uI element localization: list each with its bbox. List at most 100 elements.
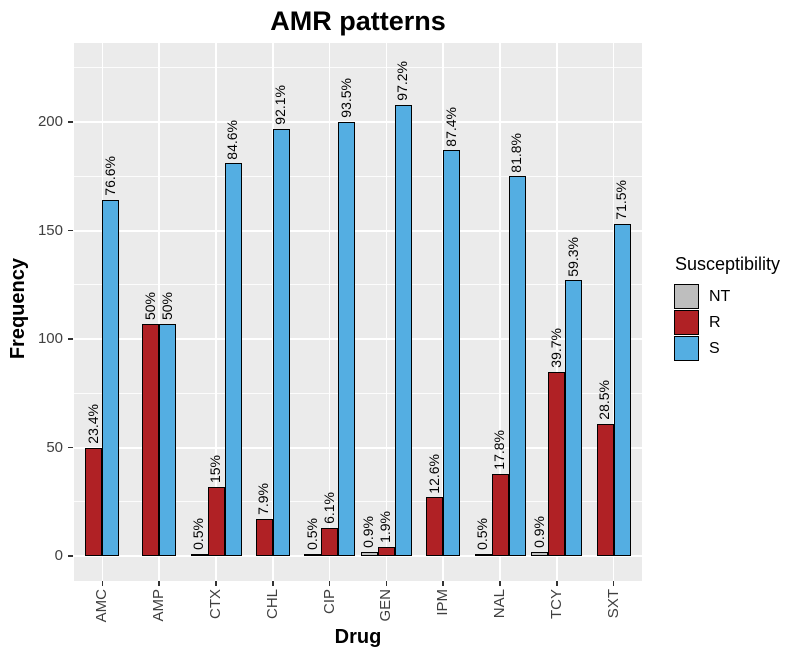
- legend-label-R: R: [709, 313, 721, 331]
- gridline-vertical: [556, 43, 558, 581]
- bar-IPM-S: [443, 150, 461, 556]
- y-tick-label: 100: [37, 330, 63, 347]
- bar-label-IPM-R: 12.6%: [425, 453, 442, 494]
- bar-GEN-S: [394, 104, 412, 556]
- bar-AMP-R: [142, 323, 160, 556]
- y-tick-label: 200: [37, 113, 63, 130]
- bar-label-AMC-R: 23.4%: [84, 403, 101, 444]
- bar-label-SXT-R: 28.5%: [596, 379, 613, 420]
- gridline-minor: [74, 67, 642, 69]
- y-tick-label: 0: [54, 547, 63, 564]
- gridline-major: [74, 555, 642, 557]
- gridline-vertical: [328, 43, 331, 581]
- bar-label-AMC-S: 76.6%: [101, 156, 118, 197]
- x-tick-mark: [612, 581, 615, 586]
- bar-NAL-R: [491, 473, 509, 556]
- legend-label-NT: NT: [709, 287, 731, 305]
- bar-label-CIP-NT: 0.5%: [303, 517, 320, 550]
- bar-label-TCY-S: 59.3%: [564, 236, 581, 277]
- legend-key-S: [674, 336, 699, 361]
- bar-IPM-R: [426, 497, 444, 556]
- bar-label-AMP-S: 50%: [158, 291, 175, 320]
- bar-label-NAL-R: 17.8%: [491, 429, 507, 470]
- gridline-vertical: [158, 43, 160, 581]
- gridline-minor: [74, 175, 642, 177]
- legend-items: NT R S: [674, 284, 780, 361]
- bar-CIP-NT: [304, 553, 322, 556]
- x-tick-mark: [442, 581, 445, 586]
- x-tick-mark: [271, 581, 274, 586]
- gridline-vertical: [499, 43, 501, 581]
- x-tick-label-CIP: CIP: [320, 589, 338, 615]
- bar-NAL-NT: [474, 553, 492, 556]
- x-tick-mark: [555, 581, 558, 586]
- bar-TCY-S: [565, 280, 583, 556]
- bar-TCY-R: [548, 371, 566, 556]
- bar-label-CTX-S: 84.6%: [224, 119, 240, 160]
- x-tick-label-AMP: AMP: [150, 589, 168, 622]
- bar-label-CTX-R: 15%: [207, 454, 223, 483]
- bar-CTX-R: [207, 486, 225, 556]
- bar-CTX-NT: [190, 553, 208, 556]
- gridline-vertical: [385, 43, 388, 581]
- gridline-minor: [74, 284, 642, 286]
- x-tick-label-AMC: AMC: [93, 589, 111, 623]
- bar-AMC-R: [85, 447, 103, 556]
- bar-label-CIP-R: 6.1%: [320, 491, 337, 524]
- x-tick-label-IPM: IPM: [434, 589, 452, 616]
- gridline-major: [74, 338, 642, 340]
- bar-label-CTX-NT: 0.5%: [190, 517, 206, 550]
- legend-title: Susceptibility: [675, 254, 781, 274]
- bar-label-SXT-S: 71.5%: [613, 180, 630, 220]
- gridline-major: [74, 229, 642, 232]
- y-tick-mark: [68, 121, 73, 123]
- bar-GEN-NT: [360, 551, 378, 556]
- y-tick-label: 50: [46, 438, 63, 456]
- bar-label-GEN-NT: 0.9%: [360, 515, 377, 548]
- x-tick-mark: [385, 581, 388, 586]
- legend-item-R: R: [674, 310, 780, 335]
- legend-item-S: S: [674, 336, 780, 361]
- x-tick-label-SXT: SXT: [604, 589, 622, 619]
- legend-label-S: S: [709, 339, 720, 357]
- bar-label-IPM-S: 87.4%: [442, 106, 459, 147]
- x-tick-label-GEN: GEN: [377, 589, 395, 622]
- bar-CIP-S: [338, 122, 356, 556]
- x-tick-mark: [101, 581, 104, 586]
- legend: Susceptibility NT R S: [674, 254, 780, 362]
- bar-label-GEN-R: 1.9%: [377, 511, 394, 544]
- bar-label-NAL-S: 81.8%: [508, 132, 524, 173]
- plot-panel: 23.4% 76.6% 50% 50% 0.5% 15% 84.6% 7.9% 92.1% 0.5…: [74, 43, 642, 581]
- bar-label-TCY-NT: 0.9%: [530, 515, 547, 548]
- gridline-minor: [74, 501, 642, 503]
- bar-AMP-S: [159, 323, 177, 556]
- legend-key-NT: [674, 284, 699, 309]
- bar-SXT-S: [613, 224, 631, 556]
- bar-label-CHL-S: 92.1%: [272, 84, 289, 125]
- bar-NAL-S: [508, 176, 526, 556]
- legend-item-NT: NT: [674, 284, 780, 309]
- x-tick-mark: [328, 581, 331, 586]
- legend-key-R: [674, 310, 699, 335]
- gridline-minor: [74, 392, 642, 394]
- bar-label-AMP-R: 50%: [141, 291, 158, 320]
- bar-AMC-S: [102, 200, 120, 556]
- bar-label-GEN-S: 97.2%: [394, 60, 411, 101]
- gridline-vertical: [215, 43, 217, 581]
- x-tick-label-CHL: CHL: [263, 589, 281, 620]
- bar-label-NAL-NT: 0.5%: [474, 517, 490, 550]
- gridline-major: [74, 121, 642, 123]
- y-tick-label: 150: [37, 221, 63, 239]
- x-tick-label-CTX: CTX: [207, 589, 224, 619]
- bar-TCY-NT: [531, 551, 549, 556]
- bar-label-TCY-R: 39.7%: [547, 327, 564, 368]
- bar-SXT-R: [596, 423, 614, 556]
- x-axis-title: Drug: [334, 626, 382, 648]
- x-tick-mark: [215, 581, 217, 586]
- bar-label-CIP-S: 93.5%: [337, 78, 354, 118]
- bar-CHL-R: [255, 519, 273, 556]
- x-tick-label-TCY: TCY: [547, 589, 565, 619]
- y-tick-mark: [68, 338, 73, 340]
- bar-CHL-S: [272, 128, 290, 556]
